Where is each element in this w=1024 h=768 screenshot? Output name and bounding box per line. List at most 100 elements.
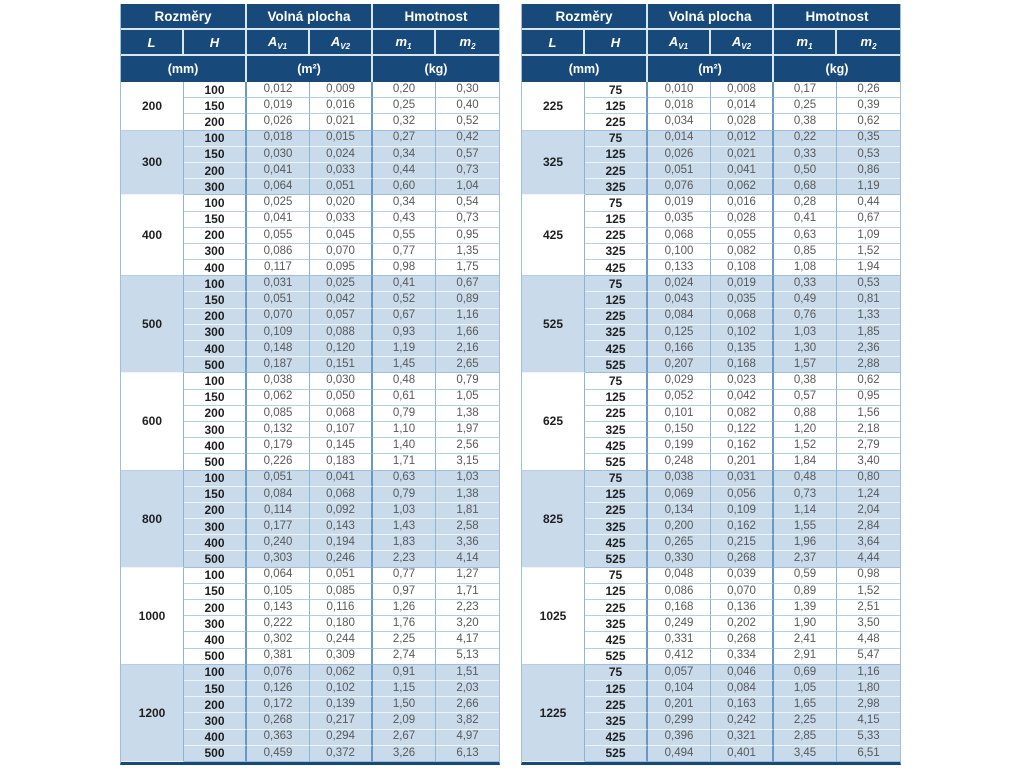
m1-cell: 2,74 xyxy=(373,648,437,665)
m1-cell: 1,65 xyxy=(774,697,838,714)
m1-cell: 0,79 xyxy=(373,486,437,503)
m1-cell: 0,43 xyxy=(373,211,437,228)
length-cell: 625 xyxy=(522,373,585,471)
m1-cell: 0,48 xyxy=(774,470,838,487)
table-row: 200 0,055 0,045 0,55 0,95 xyxy=(121,227,500,244)
height-cell: 325 xyxy=(585,616,648,633)
length-cell: 1000 xyxy=(121,567,184,665)
m1-cell: 0,38 xyxy=(774,373,838,390)
m2-cell: 1,94 xyxy=(837,260,901,277)
table-row: 150 0,051 0,042 0,52 0,89 xyxy=(121,292,500,309)
height-cell: 125 xyxy=(585,211,648,228)
av1-cell: 0,064 xyxy=(247,179,310,196)
av1-cell: 0,038 xyxy=(247,373,310,390)
m1-cell: 1,43 xyxy=(373,519,437,536)
height-cell: 150 xyxy=(184,211,247,228)
table-row: 225 0,101 0,082 0,88 1,56 xyxy=(522,405,901,422)
table-row: 150 0,126 0,102 1,15 2,03 xyxy=(121,680,500,698)
m1-cell: 0,89 xyxy=(774,583,838,600)
table-row: 125 0,035 0,028 0,41 0,67 xyxy=(522,211,901,228)
m1-cell: 0,27 xyxy=(373,130,437,147)
m2-cell: 0,54 xyxy=(436,195,500,212)
m2-cell: 5,13 xyxy=(436,648,500,665)
table-row: 200 0,026 0,021 0,32 0,52 xyxy=(121,114,500,131)
m1-cell: 1,39 xyxy=(774,600,838,617)
height-cell: 200 xyxy=(184,114,247,131)
m2-cell: 0,42 xyxy=(436,130,500,147)
m1-cell: 1,84 xyxy=(774,454,838,471)
height-cell: 300 xyxy=(184,421,247,439)
m1-cell: 2,25 xyxy=(373,632,437,649)
av2-cell: 0,033 xyxy=(310,162,374,180)
m1-cell: 0,67 xyxy=(373,308,437,325)
height-cell: 75 xyxy=(585,276,648,293)
av2-cell: 0,217 xyxy=(310,713,374,730)
m1-cell: 0,77 xyxy=(373,567,437,584)
m1-cell: 2,67 xyxy=(373,729,437,746)
table-row: 325 0,125 0,102 1,03 1,85 xyxy=(522,324,901,341)
table-row: 325 0,100 0,082 0,85 1,52 xyxy=(522,243,901,261)
table-row: 425 0,396 0,321 2,85 5,33 xyxy=(522,729,901,746)
av1-cell: 0,052 xyxy=(648,389,711,406)
av1-cell: 0,068 xyxy=(648,227,711,244)
m1-cell: 1,45 xyxy=(373,357,437,374)
height-cell: 300 xyxy=(184,519,247,536)
av2-cell: 0,041 xyxy=(310,470,374,487)
height-cell: 125 xyxy=(585,98,648,115)
column-header-Av2: AV2 xyxy=(310,30,374,56)
height-cell: 75 xyxy=(585,82,648,99)
m1-cell: 1,76 xyxy=(373,616,437,633)
av1-cell: 0,249 xyxy=(648,616,711,633)
column-header-m2: m2 xyxy=(436,30,500,56)
length-cell: 1225 xyxy=(522,664,585,762)
table-row: 525 0,248 0,201 1,84 3,40 xyxy=(522,454,901,471)
height-cell: 400 xyxy=(184,341,247,358)
m1-cell: 3,26 xyxy=(373,745,437,762)
av2-cell: 0,012 xyxy=(711,130,775,147)
height-cell: 500 xyxy=(184,745,247,762)
height-cell: 500 xyxy=(184,357,247,374)
length-cell: 525 xyxy=(522,276,585,374)
height-cell: 300 xyxy=(184,243,247,261)
height-cell: 75 xyxy=(585,470,648,487)
column-header-H: H xyxy=(184,30,247,56)
table-body: 200 100 0,012 0,009 0,20 0,30 150 0,019 0,016 0,2… xyxy=(121,82,500,762)
av1-cell: 0,069 xyxy=(648,486,711,503)
header-volna-plocha: Volná plocha xyxy=(247,4,374,30)
av2-cell: 0,202 xyxy=(711,616,775,633)
av2-cell: 0,116 xyxy=(310,600,374,617)
av2-cell: 0,244 xyxy=(310,632,374,649)
m1-cell: 3,45 xyxy=(774,745,838,762)
table-row: 425 0,265 0,215 1,96 3,64 xyxy=(522,535,901,552)
av2-cell: 0,015 xyxy=(310,130,374,147)
av1-cell: 0,494 xyxy=(648,745,711,762)
av2-cell: 0,019 xyxy=(711,276,775,293)
m1-cell: 2,85 xyxy=(774,729,838,746)
av1-cell: 0,041 xyxy=(247,211,310,228)
m2-cell: 4,15 xyxy=(837,713,901,730)
av1-cell: 0,268 xyxy=(247,713,310,730)
av2-cell: 0,033 xyxy=(310,211,374,228)
table-row: 300 0,086 0,070 0,77 1,35 xyxy=(121,243,500,261)
av2-cell: 0,042 xyxy=(310,292,374,309)
av1-cell: 0,172 xyxy=(247,697,310,714)
length-cell: 600 xyxy=(121,373,184,471)
height-cell: 75 xyxy=(585,664,648,681)
av2-cell: 0,045 xyxy=(310,227,374,244)
av1-cell: 0,029 xyxy=(648,373,711,390)
height-cell: 400 xyxy=(184,535,247,552)
table-row: 150 0,030 0,024 0,34 0,57 xyxy=(121,146,500,163)
av1-cell: 0,299 xyxy=(648,713,711,730)
column-header-m1: m1 xyxy=(774,30,838,56)
table-row: 300 0,132 0,107 1,10 1,97 xyxy=(121,421,500,439)
m2-cell: 1,51 xyxy=(436,664,500,681)
m1-cell: 1,55 xyxy=(774,519,838,536)
m1-cell: 1,14 xyxy=(774,502,838,520)
height-cell: 225 xyxy=(585,308,648,325)
av1-cell: 0,055 xyxy=(247,227,310,244)
av2-cell: 0,008 xyxy=(711,82,775,99)
av1-cell: 0,084 xyxy=(247,486,310,503)
m2-cell: 1,66 xyxy=(436,324,500,341)
m1-cell: 0,77 xyxy=(373,243,437,261)
av1-cell: 0,019 xyxy=(648,195,711,212)
